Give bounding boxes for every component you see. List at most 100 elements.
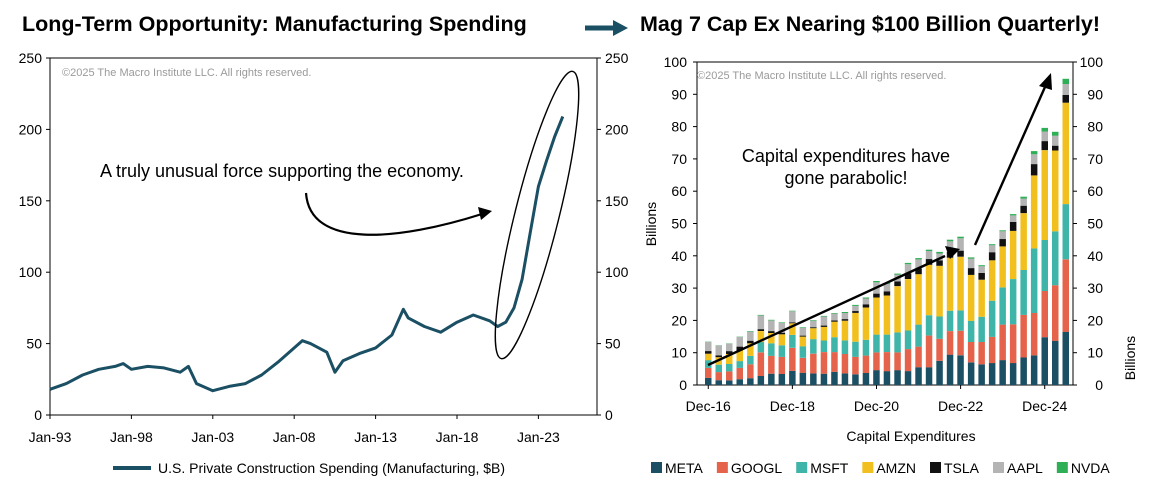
bar-segment-aapl xyxy=(715,345,722,356)
bar-segment-aapl xyxy=(925,251,933,260)
bar-segment-aapl xyxy=(915,259,922,269)
bar-segment-msft xyxy=(736,361,743,368)
left-chart-secondary-y-tick-label: 250 xyxy=(605,50,629,66)
legend-swatch-aapl xyxy=(993,462,1005,473)
bar-segment-tsla xyxy=(799,335,807,337)
bar-segment-msft xyxy=(757,342,765,353)
bar-segment-googl xyxy=(967,342,975,363)
bar-segment-tsla xyxy=(757,329,765,331)
bar-x-tick-label: Dec-22 xyxy=(938,398,983,414)
bar-segment-amzn xyxy=(883,295,891,335)
bar-segment-googl xyxy=(999,324,1006,361)
bar-secondary-y-tick-label: 10 xyxy=(1087,345,1103,361)
bar-segment-aapl xyxy=(799,327,807,336)
trend-arrow-line xyxy=(707,254,946,367)
bar-segment-tsla xyxy=(1020,205,1027,214)
bar-segment-meta xyxy=(841,373,849,385)
bar-segment-meta xyxy=(768,373,775,385)
bar-segment-tsla xyxy=(883,291,891,296)
bar-segment-meta xyxy=(852,374,859,385)
bar-segment-amzn xyxy=(831,321,838,338)
bar-segment-aapl xyxy=(757,315,765,330)
bar-segment-amzn xyxy=(736,350,743,362)
bar-segment-aapl xyxy=(820,316,828,326)
legend-swatch-nvda xyxy=(1056,462,1068,473)
bar-x-axis-label: Capital Expenditures xyxy=(846,428,975,444)
bar-x-tick-label: Dec-20 xyxy=(854,398,899,414)
bar-segment-googl xyxy=(778,356,786,374)
bar-segment-aapl xyxy=(1062,84,1069,95)
bar-segment-amzn xyxy=(726,354,733,364)
bar-segment-aapl xyxy=(852,305,859,312)
bar-segment-aapl xyxy=(1009,215,1017,222)
manufacturing-spending-line xyxy=(49,115,565,393)
legend-label-tsla: TSLA xyxy=(944,460,980,476)
bar-segment-amzn xyxy=(705,353,712,361)
bar-segment-meta xyxy=(904,371,912,385)
bar-segment-nvda xyxy=(747,331,754,332)
bar-segment-nvda xyxy=(873,281,880,283)
annotation-arrowhead xyxy=(478,207,492,220)
bar-segment-googl xyxy=(852,356,859,375)
bar-segment-tsla xyxy=(1030,164,1038,176)
bar-segment-meta xyxy=(831,371,838,385)
bar-segment-meta xyxy=(925,367,933,385)
bar-segment-amzn xyxy=(915,274,922,325)
left-x-tick-label: Jan-13 xyxy=(354,429,397,445)
legend-swatch-googl xyxy=(716,462,728,473)
left-y-tick-label: 100 xyxy=(19,264,43,280)
bar-segment-amzn xyxy=(1041,150,1048,240)
bar-segment-amzn xyxy=(778,334,786,346)
bar-segment-nvda xyxy=(841,312,849,313)
bar-segment-amzn xyxy=(988,260,996,301)
legend-label-googl: GOOGL xyxy=(731,460,783,476)
bar-segment-amzn xyxy=(841,320,849,341)
bar-segment-msft xyxy=(799,346,807,358)
legend-swatch-msft xyxy=(796,462,808,473)
bar-segment-aapl xyxy=(726,343,733,352)
bar-segment-googl xyxy=(789,347,796,371)
bar-segment-amzn xyxy=(799,336,807,347)
bar-segment-tsla xyxy=(768,331,775,333)
bar-segment-tsla xyxy=(999,239,1006,247)
bar-segment-nvda xyxy=(789,310,796,312)
bar-segment-aapl xyxy=(936,253,943,261)
bar-segment-meta xyxy=(1009,363,1017,385)
bar-segment-tsla xyxy=(873,293,880,298)
bar-segment-aapl xyxy=(946,241,954,252)
bar-segment-googl xyxy=(946,331,954,355)
right-watermark: ©2025 The Macro Institute LLC. All right… xyxy=(697,70,946,82)
bar-y-tick-label: 80 xyxy=(671,119,687,135)
bar-segment-tsla xyxy=(1052,145,1059,151)
bar-y-tick-label: 100 xyxy=(664,54,688,70)
bar-segment-msft xyxy=(862,339,870,356)
left-plot-frame xyxy=(49,57,598,416)
left-y-tick-label: 50 xyxy=(26,336,42,352)
bar-secondary-y-tick-label: 70 xyxy=(1087,151,1103,167)
bar-x-tick-label: Dec-24 xyxy=(1022,398,1067,414)
bar-segment-amzn xyxy=(967,274,975,321)
left-watermark: ©2025 The Macro Institute LLC. All right… xyxy=(62,67,311,79)
bar-segment-googl xyxy=(736,367,743,380)
bar-segment-googl xyxy=(936,338,943,361)
bar-segment-msft xyxy=(978,316,985,342)
bar-segment-googl xyxy=(894,352,901,371)
bar-segment-aapl xyxy=(988,245,996,253)
bar-segment-amzn xyxy=(946,257,954,311)
bar-segment-meta xyxy=(957,355,964,385)
bar-segment-msft xyxy=(946,310,954,331)
bar-segment-msft xyxy=(1041,240,1048,291)
bar-segment-amzn xyxy=(820,326,828,341)
legend-swatch-amzn xyxy=(862,462,874,473)
bar-segment-meta xyxy=(705,377,712,385)
bar-secondary-y-tick-label: 60 xyxy=(1087,183,1103,199)
bar-y-tick-label: 30 xyxy=(671,280,687,296)
bar-segment-tsla xyxy=(978,272,985,280)
bar-segment-nvda xyxy=(946,239,954,242)
bar-segment-nvda xyxy=(1020,196,1027,199)
bar-annotation-line: Capital expenditures have xyxy=(742,146,950,166)
bar-segment-aapl xyxy=(747,331,754,341)
bar-segment-nvda xyxy=(1041,127,1048,132)
bar-segment-aapl xyxy=(1041,131,1048,142)
bar-segment-googl xyxy=(705,367,712,378)
